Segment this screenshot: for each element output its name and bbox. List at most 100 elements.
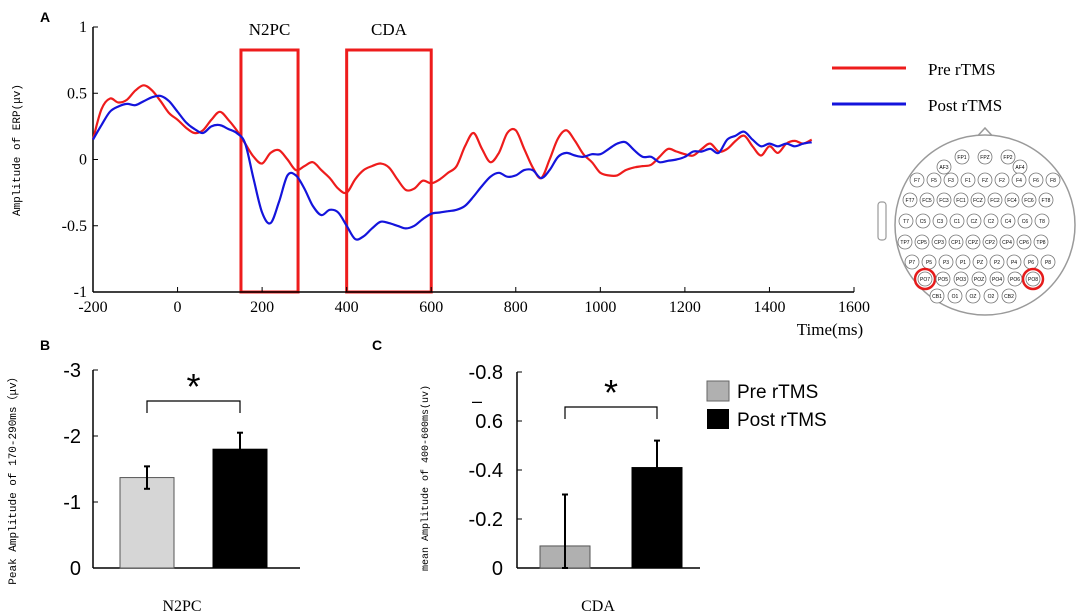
electrode-label: P3 xyxy=(943,260,949,266)
electrode-cp4 xyxy=(999,234,1015,250)
y-tick-label: -3 xyxy=(63,360,81,382)
electrode-ft8 xyxy=(1038,192,1054,208)
electrode-label: CB2 xyxy=(1004,294,1014,300)
electrode-label: FPZ xyxy=(980,155,989,161)
electrode-label: OZ xyxy=(970,294,977,300)
window-box-n2pc xyxy=(239,48,300,294)
electrode-label: P8 xyxy=(1045,260,1051,266)
bar-post xyxy=(212,448,268,569)
electrode-label: FC5 xyxy=(922,198,932,204)
electrode-label: FC3 xyxy=(939,198,949,204)
electrode-label: FC4 xyxy=(1007,198,1017,204)
significance-bracket xyxy=(564,406,658,419)
electrode-label: POZ xyxy=(974,277,984,283)
electrode-label: FZ xyxy=(982,178,988,184)
electrode-head-map: FP1 FPZ FP2 AF3 AF4 F7 F5 F3 F1 FZ F2 F4 F6 F8 FT7 FC5 F… xyxy=(877,126,1076,316)
y-tick-label: 0.6 xyxy=(475,411,503,433)
electrode-label: T8 xyxy=(1039,219,1045,225)
electrode-label: O1 xyxy=(952,294,959,300)
electrode-fc5 xyxy=(919,192,935,208)
electrode-po8 xyxy=(1025,271,1041,287)
x-tick-label-a: 1400 xyxy=(753,299,785,316)
electrode-po4 xyxy=(989,271,1005,287)
electrode-label: FP2 xyxy=(1003,155,1012,161)
electrode-cz xyxy=(966,213,982,229)
electrode-label: CB1 xyxy=(932,294,942,300)
electrode-cb1 xyxy=(929,288,945,304)
electrode-label: CZ xyxy=(971,219,978,225)
electrode-fz xyxy=(977,172,993,188)
electrode-label: F4 xyxy=(1016,178,1022,184)
electrode-label: FT8 xyxy=(1042,198,1051,204)
electrode-oz xyxy=(965,288,981,304)
x-axis-label-a: Time(ms) xyxy=(797,320,863,339)
x-tick-label-a: 800 xyxy=(504,299,528,316)
electrode-label: CP3 xyxy=(934,240,944,246)
electrode-label: CP1 xyxy=(951,240,961,246)
electrode-label: P6 xyxy=(1028,260,1034,266)
electrode-po7 xyxy=(917,271,933,287)
panel-c-label: C xyxy=(372,337,382,353)
electrode-label: PO6 xyxy=(1010,277,1020,283)
electrode-fc2 xyxy=(987,192,1003,208)
electrode-cp2 xyxy=(982,234,998,250)
electrode-f1 xyxy=(960,172,976,188)
electrode-label: C6 xyxy=(1022,219,1029,225)
y-axis-label-a: Amplitude of ERP(μv) xyxy=(12,84,24,216)
y-tick-label: -0.8 xyxy=(469,362,503,384)
electrode-cp6 xyxy=(1016,234,1032,250)
legend-bc-pre-swatch xyxy=(706,380,730,402)
panel-a-label: A xyxy=(40,9,50,25)
electrode-f6 xyxy=(1028,172,1044,188)
bar-pre xyxy=(119,477,175,569)
electrode-label: FT7 xyxy=(906,198,915,204)
x-axis-label-b: N2PC xyxy=(162,598,201,615)
significance-bracket xyxy=(146,400,241,413)
electrode-fp2 xyxy=(1000,149,1016,165)
electrode-label: PO5 xyxy=(938,277,948,283)
electrode-label: FC2 xyxy=(990,198,1000,204)
electrode-po3 xyxy=(953,271,969,287)
electrode-c1 xyxy=(949,213,965,229)
head-left-ear xyxy=(877,201,887,241)
legend-post-label: Post rTMS xyxy=(928,96,1002,115)
electrode-label: PO7 xyxy=(920,277,930,283)
electrode-f2 xyxy=(994,172,1010,188)
electrode-p8 xyxy=(1040,254,1056,270)
electrode-poz xyxy=(971,271,987,287)
electrode-c5 xyxy=(915,213,931,229)
electrode-label: P1 xyxy=(960,260,966,266)
electrode-label: C1 xyxy=(954,219,961,225)
electrode-label: C2 xyxy=(988,219,995,225)
legend-bc: Pre rTMS Post rTMS xyxy=(706,380,827,431)
y-tick-label: 0 xyxy=(492,558,503,580)
electrode-label: PO3 xyxy=(956,277,966,283)
n2pc-bar-chart: -3 -2 -1 0 * xyxy=(63,360,300,580)
electrode-f3 xyxy=(943,172,959,188)
legend-bc-post-swatch xyxy=(707,409,729,429)
electrode-label: F1 xyxy=(965,178,971,184)
legend-a: Pre rTMS Post rTMS xyxy=(832,60,1002,115)
window-box-cda xyxy=(345,48,433,294)
electrode-label: P7 xyxy=(909,260,915,266)
electrode-label: FC1 xyxy=(956,198,966,204)
window-label-cda: CDA xyxy=(371,20,408,39)
electrode-label: AF3 xyxy=(939,165,948,171)
legend-bc-pre-label: Pre rTMS xyxy=(737,382,818,403)
electrode-highlight-po7 xyxy=(913,267,937,291)
electrode-fpz xyxy=(977,149,993,165)
electrode-label: CP5 xyxy=(917,240,927,246)
x-tick-label-a: 1000 xyxy=(584,299,616,316)
electrode-label: PZ xyxy=(977,260,983,266)
electrode-tp7 xyxy=(897,234,913,250)
electrode-label: AF4 xyxy=(1015,165,1024,171)
electrode-t8 xyxy=(1034,213,1050,229)
electrode-fc4 xyxy=(1004,192,1020,208)
electrode-label: TP8 xyxy=(1036,240,1045,246)
electrode-po5 xyxy=(935,271,951,287)
electrode-label: O2 xyxy=(988,294,995,300)
y-axis-label-c: mean Amplitude of 400-600ms(uv) xyxy=(420,385,432,571)
electrode-label: CP6 xyxy=(1019,240,1029,246)
electrode-label: F3 xyxy=(948,178,954,184)
